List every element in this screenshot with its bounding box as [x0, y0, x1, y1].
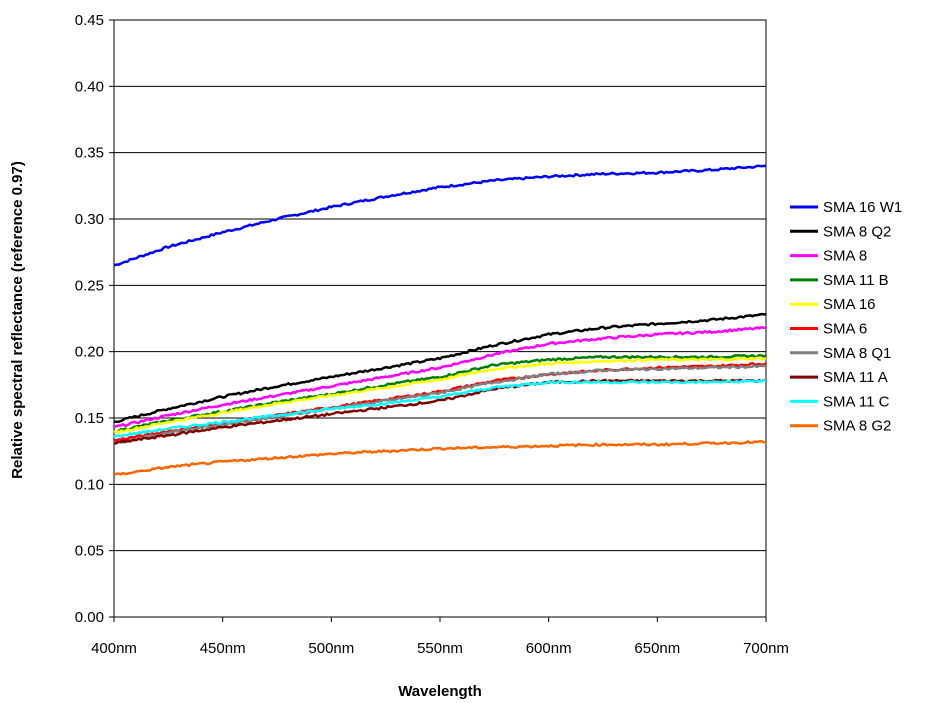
y-tick-label: 0.15	[75, 410, 104, 427]
y-tick-label: 0.35	[75, 145, 104, 162]
y-tick-label: 0.30	[75, 211, 104, 228]
legend-label: SMA 16	[823, 296, 876, 313]
legend-label: SMA 8 G2	[823, 418, 891, 435]
series-line-sma-8-q1	[113, 364, 767, 445]
series-line-sma-8	[113, 325, 766, 429]
legend-label: SMA 8 Q2	[823, 223, 891, 240]
y-tick-label: 0.45	[75, 12, 104, 29]
legend-label: SMA 8	[823, 248, 867, 265]
series-line-sma-8-q2	[114, 312, 767, 424]
x-tick-label: 600nm	[526, 640, 572, 657]
legend-label: SMA 6	[823, 321, 867, 338]
y-tick-label: 0.00	[75, 609, 104, 626]
grid-lines	[114, 85, 766, 552]
legend: SMA 16 W1 SMA 8 Q2 SMA 8 SMA 11 B SMA 16 SMA …	[790, 199, 902, 435]
y-tick-label: 0.40	[75, 78, 104, 95]
y-axis-ticks: 0.00 0.05 0.10 0.15 0.20 0.25 0.30 0.35 0.40 0.45	[75, 12, 114, 626]
x-tick-label: 550nm	[417, 640, 463, 657]
series-line-sma-11-c	[113, 379, 767, 439]
series-line-sma-16	[113, 356, 767, 435]
x-tick-label: 700nm	[743, 640, 789, 657]
legend-label: SMA 11 B	[823, 272, 889, 289]
y-tick-label: 0.05	[75, 543, 104, 560]
x-tick-label: 650nm	[634, 640, 680, 657]
x-tick-label: 500nm	[308, 640, 354, 657]
x-tick-label: 450nm	[200, 640, 246, 657]
series-line-sma-16-w1	[113, 164, 767, 267]
legend-label: SMA 11 A	[823, 369, 888, 386]
x-tick-label: 400nm	[91, 640, 137, 657]
series-line-sma-8-g2	[113, 439, 767, 477]
series-lines	[113, 164, 767, 477]
plot-area	[113, 19, 767, 618]
y-axis-title: Relative spectral reflectance (reference…	[9, 161, 26, 479]
y-tick-label: 0.10	[75, 476, 104, 493]
x-axis-ticks: 400nm 450nm 500nm 550nm 600nm 650nm 700nm	[91, 617, 789, 657]
y-tick-label: 0.20	[75, 344, 104, 361]
y-tick-label: 0.25	[75, 277, 104, 294]
legend-label: SMA 8 Q1	[823, 345, 891, 362]
legend-label: SMA 16 W1	[823, 199, 902, 216]
x-axis-title: Wavelength	[398, 683, 482, 700]
legend-label: SMA 11 C	[823, 393, 890, 410]
series-line-sma-11-a	[113, 378, 767, 445]
